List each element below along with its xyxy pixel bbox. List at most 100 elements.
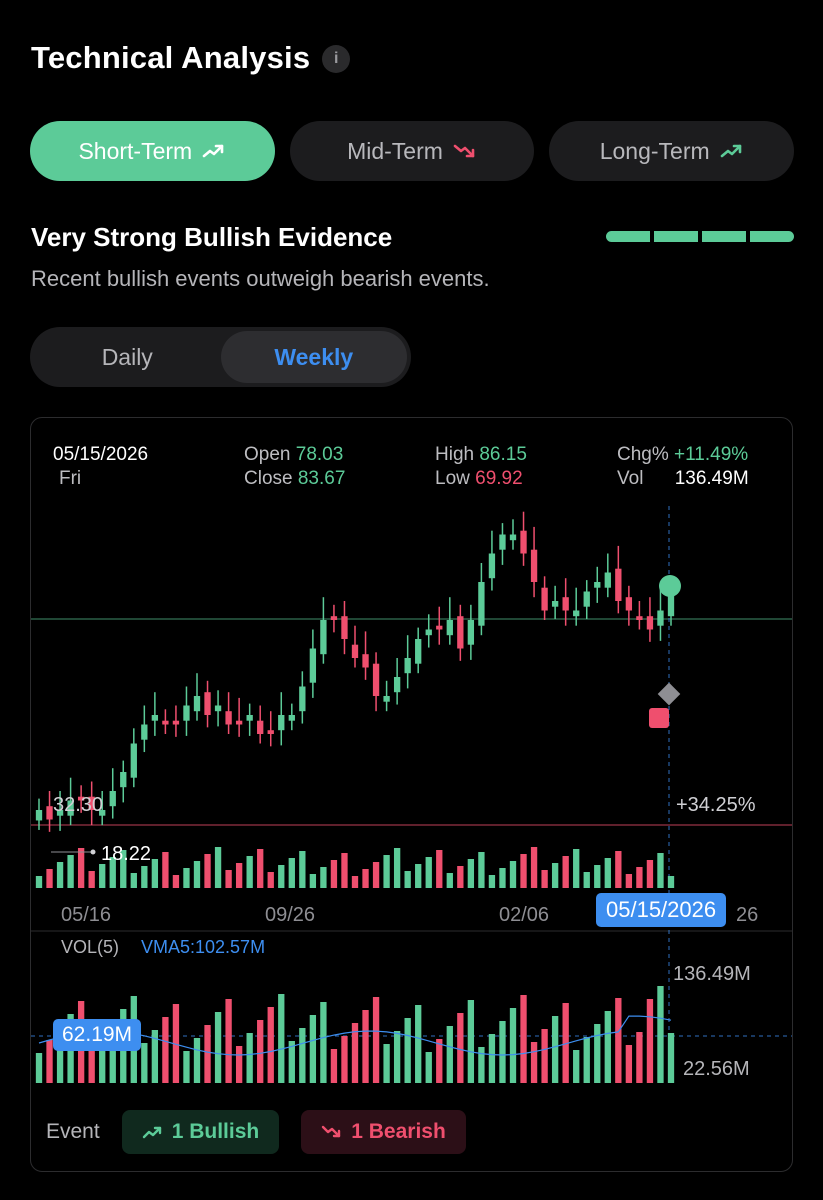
volume-bar [520,995,527,1083]
volume-bar [583,1037,590,1083]
low-label: Low [435,468,470,489]
weekly-button[interactable]: Weekly [220,331,407,383]
bearish-event-label: 1 Bearish [351,1120,446,1143]
price-panel-volume-bar [488,875,496,888]
price-panel-volume-bar [478,852,485,888]
price-panel-volume-bar [436,850,443,888]
volume-bar [193,1038,201,1083]
tab-short-term-label: Short-Term [78,137,193,164]
candle-body [99,810,106,816]
volume-bar [425,1052,432,1083]
price-panel-volume-bar [162,852,169,888]
bearish-event-chip[interactable]: 1 Bearish [301,1110,466,1154]
volume-bar [478,1047,485,1083]
price-panel-volume-bar [594,865,601,888]
vma-line [38,1015,672,1056]
price-min-label: 18.22 [101,843,151,865]
volume-bar [204,1025,211,1083]
price-panel-volume-bar [225,870,232,888]
term-tabs: Short-Term Mid-Term Long-Term [30,121,795,181]
candle-body [351,644,359,658]
candle-body [288,715,295,721]
price-panel-volume-bar [67,855,74,888]
close-value: 83.67 [297,468,346,489]
volume-bar [646,999,654,1083]
price-panel-volume-bar [193,861,201,888]
volume-bar [404,1018,411,1083]
volume-bar [151,1030,159,1083]
candle-body [520,530,527,554]
volume-bar [351,1023,359,1083]
candle-body [130,743,137,778]
tab-short-term[interactable]: Short-Term [30,121,275,181]
candle-body [77,796,85,801]
volume-bar [383,1044,390,1083]
price-panel-volume-bar [562,856,569,888]
volume-bar [141,1043,148,1083]
volume-bar [35,1053,43,1083]
price-panel-volume-bar [309,874,317,888]
price-panel-volume-bar [99,864,106,888]
candle-body [667,591,675,617]
bullish-event-chip[interactable]: 1 Bullish [121,1110,280,1154]
ohlc-date: 05/15/2026 [53,444,149,465]
tab-long-term[interactable]: Long-Term [549,121,795,181]
price-panel-volume-bar [351,876,359,888]
open-value: 78.03 [295,444,344,465]
volume-bar [393,1031,401,1083]
price-panel-volume-bar [604,858,611,888]
candle-body [657,610,664,626]
price-panel-volume-bar [657,853,664,888]
info-icon[interactable]: i [322,45,351,73]
price-pct-label: +34.25% [676,794,756,816]
volume-bar [278,994,285,1083]
price-panel-volume-bar [288,858,295,888]
candle-body [499,534,506,550]
candle-body [141,724,148,740]
price-panel-volume-bar [541,870,548,888]
evidence-title: Very Strong Bullish Evidence [31,222,393,252]
ohlc-weekday: Fri [59,468,82,489]
candle-body [446,620,453,636]
volume-bar [615,998,622,1083]
price-panel-volume-bar [551,863,559,888]
price-panel-volume-bar [35,876,43,888]
price-panel-volume-bar [646,860,654,888]
price-panel-volume-bar [615,851,622,888]
price-panel-volume-bar [667,876,675,888]
volume-bar [320,1002,327,1083]
chg-label: Chg% [617,444,669,465]
candle-body [162,720,169,725]
volume-bar [288,1041,295,1083]
price-panel-volume-bar [120,850,127,888]
candle-body [341,616,348,639]
price-panel-volume-bar [214,847,222,888]
event-row: Event 1 Bullish 1 Bearish [46,1110,466,1154]
volume-bar [162,1017,169,1083]
x-tick-label: 26 [736,904,758,926]
price-panel-volume-bar [520,854,527,888]
daily-button[interactable]: Daily [101,343,153,370]
volume-bar [46,1040,53,1083]
candle-body [214,705,222,712]
price-panel-volume-bar [583,872,590,888]
volume-bar [457,1013,464,1083]
candle-body [583,591,590,607]
candle-body [551,601,559,607]
volume-bar [235,1046,243,1083]
min-label-dot [90,849,96,855]
candle-body [109,791,116,807]
strength-segment [750,231,794,242]
price-panel-volume-bar [183,868,190,888]
volume-bar [109,1022,116,1083]
tab-mid-term[interactable]: Mid-Term [289,121,535,181]
volume-bar [56,1027,64,1083]
volume-bar [541,1029,548,1083]
candlestick-chart[interactable]: 32.30 18.22 +34.25% 05/16 09/26 02/06 26 VOL(5)… [31,418,793,1172]
x-tick-label: 02/06 [499,904,549,926]
price-panel-volume-bar [467,859,475,888]
candle-body [309,648,317,683]
vol-value: 136.49M [674,468,749,489]
trend-up-icon [142,1126,161,1139]
candle-body [204,692,211,715]
